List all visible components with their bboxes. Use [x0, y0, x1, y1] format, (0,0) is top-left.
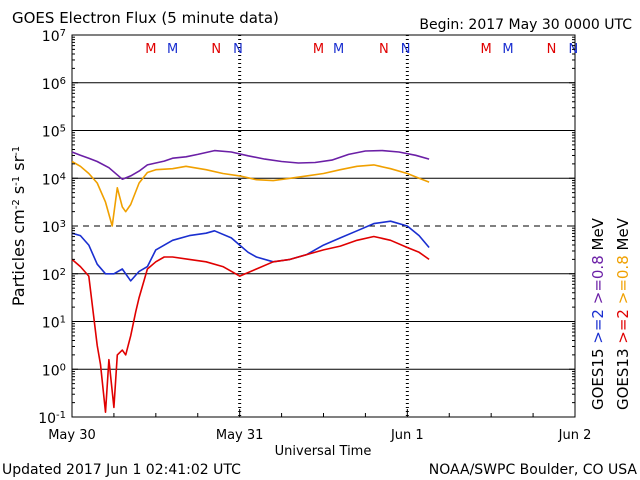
series-line: [71, 235, 430, 414]
updated-timestamp: Updated 2017 Jun 1 02:41:02 UTC: [2, 462, 241, 478]
x-tick-label: Jun 1: [390, 428, 424, 443]
y-tick-label: 103: [42, 219, 66, 237]
mn-marker: M: [167, 42, 178, 57]
legend-entry: GOES15 >=2 >=0.8 MeV: [589, 217, 607, 410]
mn-marker: N: [547, 42, 557, 57]
y-tick-label: 106: [42, 75, 66, 93]
mn-marker: M: [333, 42, 344, 57]
y-axis-label: Particles cm-2 s-1 sr-1: [9, 146, 28, 306]
x-axis-label: Universal Time: [275, 444, 372, 459]
noaa-credit: NOAA/SWPC Boulder, CO USA: [429, 462, 638, 478]
mn-marker: N: [233, 42, 243, 57]
x-tick-label: May 30: [48, 428, 96, 443]
y-tick-label: 107: [42, 28, 66, 46]
y-axis-ticks: 107 106 105 104 103 102 101 100 10-1: [38, 28, 575, 428]
mn-marker: M: [502, 42, 513, 57]
y-tick-label: 102: [42, 266, 66, 284]
plot-frame: [71, 34, 576, 418]
series-lines: [71, 149, 430, 414]
mn-marker: N: [379, 42, 389, 57]
y-tick-label: 105: [42, 123, 66, 141]
legend: GOES15 >=2 >=0.8 MeV GOES13 >=2 >=0.8 MeV: [589, 217, 632, 410]
mn-marker: M: [313, 42, 324, 57]
y-tick-label: 100: [42, 362, 66, 380]
y-tick-label: 101: [42, 314, 66, 332]
x-axis-ticks: May 30 May 31 Jun 1 Jun 2: [48, 409, 591, 443]
legend-entry: GOES13 >=2 >=0.8 MeV: [614, 217, 632, 410]
series-line: [71, 149, 430, 180]
series-line: [71, 220, 430, 282]
x-tick-label: May 31: [216, 428, 264, 443]
mn-marker: M: [481, 42, 492, 57]
y-tick-label: 104: [42, 171, 66, 189]
series-line: [71, 160, 430, 227]
gridlines: [72, 82, 575, 370]
mn-marker: M: [145, 42, 156, 57]
mn-marker: N: [211, 42, 221, 57]
mn-marker: N: [401, 42, 411, 57]
begin-label: Begin: 2017 May 30 0000 UTC: [419, 17, 632, 33]
y-tick-label: 10-1: [38, 410, 66, 428]
x-tick-label: Jun 2: [558, 428, 592, 443]
chart-title: GOES Electron Flux (5 minute data): [12, 9, 279, 27]
